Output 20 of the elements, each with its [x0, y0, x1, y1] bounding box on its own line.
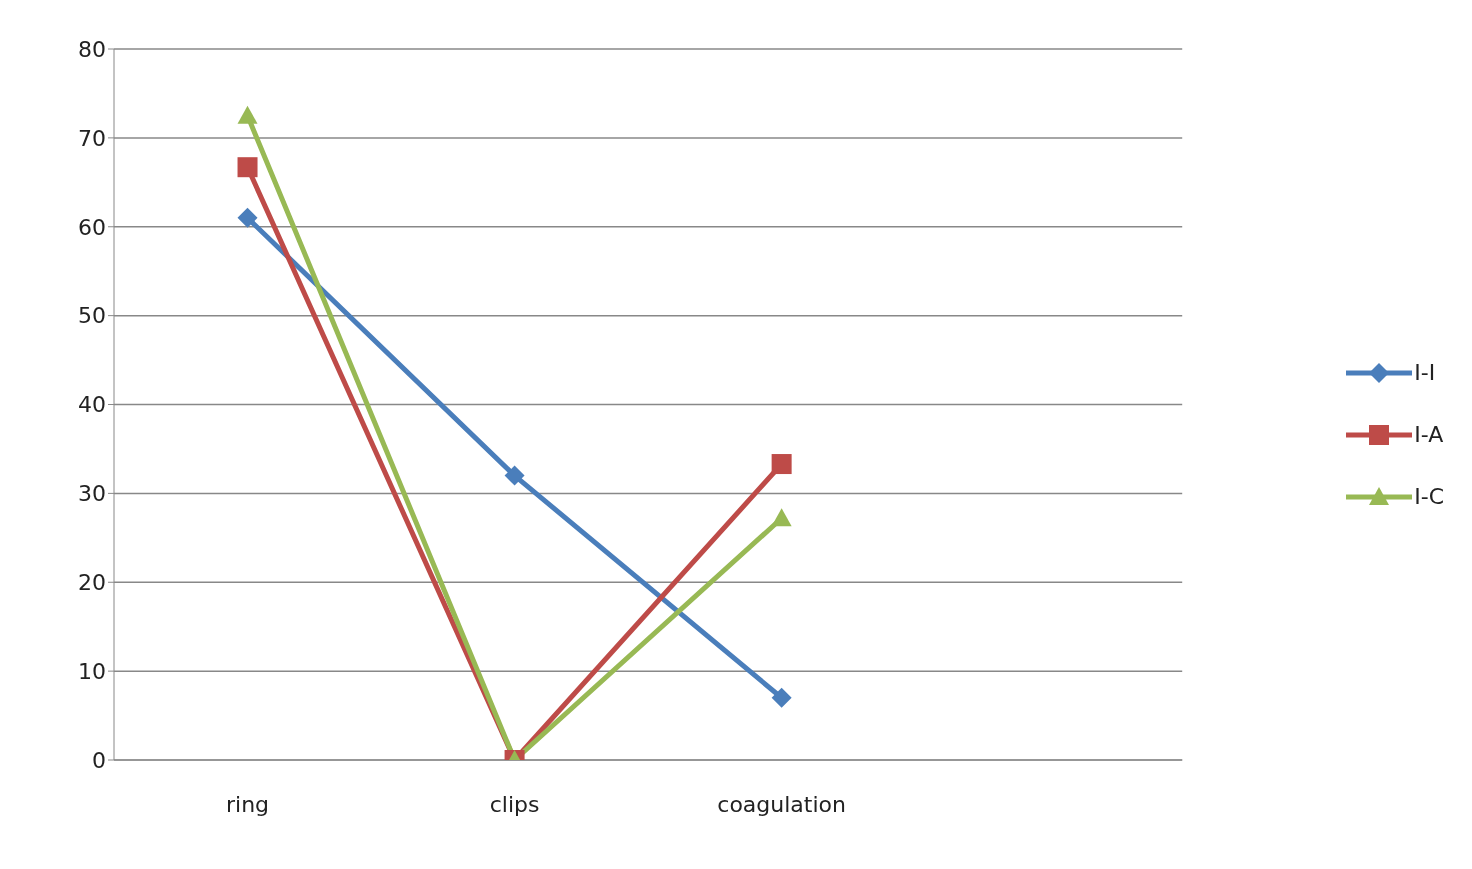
- legend-label: I-I: [1414, 360, 1436, 385]
- y-tick-label: 60: [78, 214, 106, 240]
- point: [237, 157, 258, 178]
- y-tick-label: 40: [78, 392, 106, 418]
- y-tick-label: 0: [92, 747, 106, 773]
- x-tick-label: ring: [225, 791, 270, 817]
- legend-label: I-C: [1414, 484, 1444, 509]
- legend-label: I-A: [1414, 422, 1444, 447]
- y-tick-label: 30: [78, 481, 106, 507]
- y-tick-label: 10: [78, 658, 106, 684]
- y-tick-label: 50: [78, 303, 106, 329]
- point: [771, 687, 792, 708]
- point: [771, 454, 792, 475]
- point: [237, 207, 258, 228]
- y-tick-label: 70: [78, 125, 106, 151]
- x-tick-label: clips: [489, 791, 540, 817]
- y-tick-label: 20: [78, 570, 106, 596]
- x-tick-label: coagulation: [717, 791, 846, 817]
- point: [504, 465, 525, 486]
- y-tick-label: 80: [78, 36, 106, 62]
